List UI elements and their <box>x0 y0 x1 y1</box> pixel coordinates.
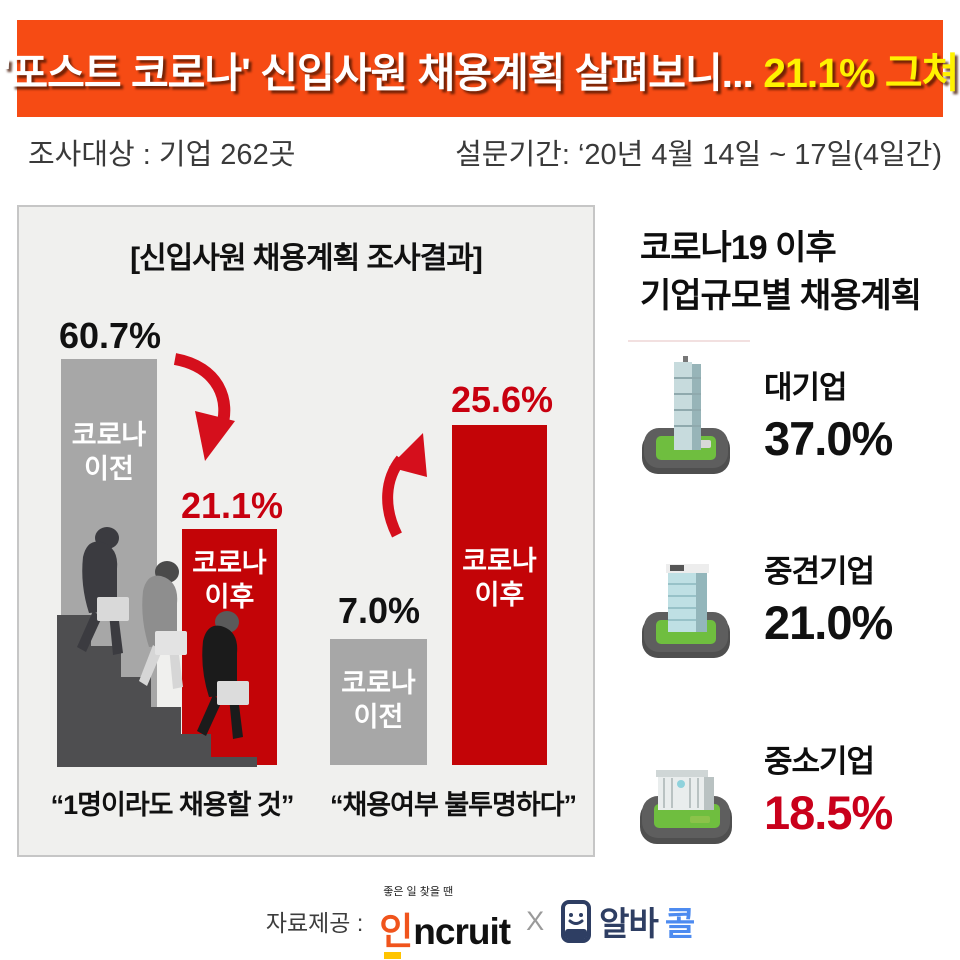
headline-main-text: '포스트 코로나' 신입사원 채용계획 살펴보니... <box>1 49 764 96</box>
headline-banner: '포스트 코로나' 신입사원 채용계획 살펴보니... 21.1% 그쳐 <box>2 20 959 117</box>
footer: 자료제공 : 좋은 일 찾을 땐 인 ncruit X 알바 콜 <box>0 886 960 959</box>
company-size-value: 18.5% <box>764 786 893 839</box>
headline-highlight: 21.1% 그쳐 <box>763 49 959 96</box>
albacall-text-blue: 콜 <box>664 905 695 942</box>
chart-panel: [신입사원 채용계획 조사결과] 60.7% 코로나 이전 21.1% 코로나 … <box>17 205 595 857</box>
albacall-text-dark: 알바 <box>599 905 659 942</box>
side-panel-divider <box>628 340 750 342</box>
walker-man-2 <box>197 611 249 739</box>
side-panel-title-line2: 기업규모별 채용계획 <box>640 277 922 315</box>
company-size-item-large: 대기업 37.0% <box>632 348 952 480</box>
phone-smiley-icon <box>561 900 592 943</box>
trend-down-arrow-icon <box>173 353 235 461</box>
company-size-value: 21.0% <box>764 596 893 649</box>
bar-value-before-g1: 60.7% <box>58 315 162 356</box>
incruit-logo: 좋은 일 찾을 땐 인 ncruit <box>379 886 511 959</box>
logo-separator: X <box>526 905 545 936</box>
bar-after-covid-g2: 코로나 이후 <box>452 425 547 765</box>
walker-man-1 <box>77 527 129 655</box>
side-panel-title-line1: 코로나19 이후 <box>640 229 837 267</box>
caption-group-2: “채용여부 불투명하다” <box>329 790 577 820</box>
trend-up-arrow-icon <box>382 433 427 538</box>
walker-woman <box>139 561 187 689</box>
bar-label-before-g2: 코로나 이전 <box>341 668 416 732</box>
bar-label-after-g2: 코로나 이후 <box>462 546 537 610</box>
survey-period-text: 설문기간: ‘20년 4월 14일 ~ 17일(4일간) <box>455 139 942 171</box>
company-size-label: 중견기업 <box>764 554 875 589</box>
incruit-yellow-accent <box>384 952 402 959</box>
side-panel-title: 코로나19 이후 기업규모별 채용계획 <box>640 224 922 320</box>
survey-target-text: 조사대상 : 기업 262곳 <box>28 139 296 171</box>
skyscraper-icon <box>642 356 730 474</box>
incruit-tagline: 좋은 일 찾을 땐 <box>383 886 454 898</box>
bar-value-after-g2: 25.6% <box>450 379 554 420</box>
source-label: 자료제공 : <box>265 910 364 936</box>
company-size-label: 대기업 <box>764 370 848 405</box>
headline-title: '포스트 코로나' 신입사원 채용계획 살펴보니... 21.1% 그쳐 <box>1 39 960 99</box>
bar-before-covid-g2: 코로나 이전 <box>330 639 427 765</box>
company-size-value: 37.0% <box>764 412 893 465</box>
caption-group-1: “1명이라도 채용할 것” <box>50 790 295 820</box>
incruit-logo-in: 인 <box>379 911 414 952</box>
bar-label-before-g1: 코로나 이전 <box>71 420 147 484</box>
bar-value-before-g2: 7.0% <box>337 590 421 631</box>
company-size-label: 중소기업 <box>764 744 875 779</box>
incruit-logo-text: ncruit <box>413 911 511 952</box>
chart-title: [신입사원 채용계획 조사결과] <box>130 242 483 275</box>
staircase-shape <box>57 615 257 767</box>
company-size-item-small: 중소기업 18.5% <box>632 722 952 854</box>
office-building-icon <box>642 564 730 658</box>
albacall-logo: 알바 콜 <box>560 897 695 945</box>
people-descending-stairs-illustration <box>57 527 257 767</box>
bar-value-after-g1: 21.1% <box>180 485 284 526</box>
bar-label-after-g1: 코로나 이후 <box>192 548 267 612</box>
company-size-item-mid: 중견기업 21.0% <box>632 532 952 664</box>
small-building-icon <box>640 770 732 844</box>
